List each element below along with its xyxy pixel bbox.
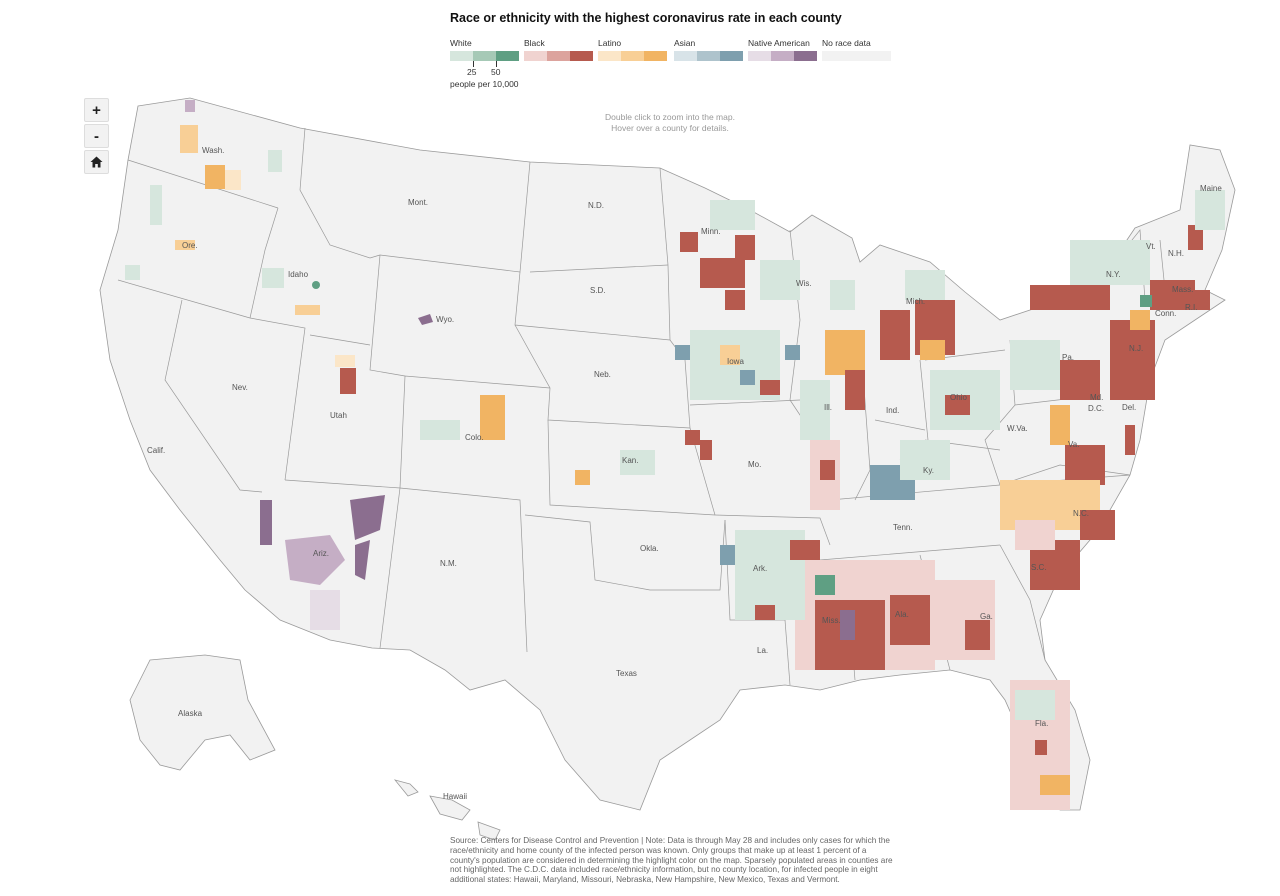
swatch xyxy=(720,51,743,61)
hawaii-shape xyxy=(393,779,501,841)
state-label: Wis. xyxy=(796,279,812,288)
state-label: Texas xyxy=(616,669,637,678)
swatch xyxy=(697,51,720,61)
state-label: N.H. xyxy=(1168,249,1184,258)
county-highlights xyxy=(125,100,1225,810)
state-label: N.D. xyxy=(588,201,604,210)
legend-label: Native American xyxy=(748,38,810,48)
state-label: Del. xyxy=(1122,403,1136,412)
swatch xyxy=(794,51,817,61)
state-label: Ohio xyxy=(950,393,967,402)
state-label: Minn. xyxy=(701,227,721,236)
swatch xyxy=(598,51,621,61)
swatch xyxy=(570,51,593,61)
state-label: La. xyxy=(757,646,768,655)
state-label: Vt. xyxy=(1146,242,1156,251)
state-label: Ark. xyxy=(753,564,767,573)
state-label: Fla. xyxy=(1035,719,1048,728)
swatch xyxy=(621,51,644,61)
state-label: Ill. xyxy=(824,403,832,412)
state-label: Hawaii xyxy=(443,792,467,801)
state-label: Calif. xyxy=(147,446,165,455)
home-icon xyxy=(90,156,103,168)
state-label: Okla. xyxy=(640,544,659,553)
state-label: Utah xyxy=(330,411,347,420)
state-label: Nev. xyxy=(232,383,248,392)
swatch xyxy=(496,51,519,61)
state-label: Wyo. xyxy=(436,315,454,324)
state-label: Colo. xyxy=(465,433,484,442)
state-label: S.C. xyxy=(1031,563,1047,572)
home-button[interactable] xyxy=(84,150,109,174)
state-label: Wash. xyxy=(202,146,224,155)
state-label: Maine xyxy=(1200,184,1222,193)
state-label: Ind. xyxy=(886,406,899,415)
state-label: N.C. xyxy=(1073,509,1089,518)
state-label: Ala. xyxy=(895,610,909,619)
state-label: Alaska xyxy=(178,709,203,718)
state-label: Mass. xyxy=(1172,285,1193,294)
alaska-shape xyxy=(129,654,276,771)
state-label: Mich. xyxy=(906,297,925,306)
state-label: Mo. xyxy=(748,460,761,469)
state-label: Tenn. xyxy=(893,523,913,532)
state-label: N.M. xyxy=(440,559,457,568)
state-label: Ore. xyxy=(182,241,198,250)
state-label: W.Va. xyxy=(1007,424,1028,433)
state-borders xyxy=(117,127,1181,686)
swatch xyxy=(674,51,697,61)
swatch xyxy=(524,51,547,61)
legend-label: White xyxy=(450,38,472,48)
swatch xyxy=(771,51,794,61)
state-label: Va. xyxy=(1068,440,1079,449)
hint-line: Double click to zoom into the map. xyxy=(605,112,735,122)
tick-label: 50 xyxy=(491,67,501,77)
state-label: S.D. xyxy=(590,286,606,295)
zoom-out-button[interactable]: - xyxy=(84,124,109,148)
state-label: Conn. xyxy=(1155,309,1176,318)
state-label: Mont. xyxy=(408,198,428,207)
legend-label: Asian xyxy=(674,38,696,48)
swatch xyxy=(748,51,771,61)
state-label: Md. xyxy=(1090,393,1103,402)
legend-ticks: 25 50 xyxy=(450,61,520,81)
state-label: Neb. xyxy=(594,370,611,379)
legend-label: Black xyxy=(524,38,545,48)
source-note: Source: Centers for Disease Control and … xyxy=(450,836,893,885)
state-label: D.C. xyxy=(1088,404,1104,413)
state-label: Ariz. xyxy=(313,549,329,558)
swatch xyxy=(547,51,570,61)
state-label: Ky. xyxy=(923,466,934,475)
legend-label: Latino xyxy=(598,38,622,48)
state-label: Iowa xyxy=(727,357,744,366)
state-label: Ga. xyxy=(980,612,993,621)
swatch xyxy=(822,51,891,61)
swatch xyxy=(473,51,496,61)
zoom-in-button[interactable]: + xyxy=(84,98,109,122)
state-label: R.I. xyxy=(1185,303,1197,312)
legend-label: No race data xyxy=(822,38,871,48)
state-label: N.Y. xyxy=(1106,270,1121,279)
state-label: Kan. xyxy=(622,456,638,465)
hint-line: Hover over a county for details. xyxy=(611,123,729,133)
state-label: Miss. xyxy=(822,616,841,625)
swatch xyxy=(450,51,473,61)
tick-label: 25 xyxy=(467,67,477,77)
state-label: N.J. xyxy=(1129,344,1143,353)
legend-units: people per 10,000 xyxy=(450,79,519,89)
map-title: Race or ethnicity with the highest coron… xyxy=(450,11,842,25)
state-label: Idaho xyxy=(288,270,309,279)
state-labels: Wash. Ore. Calif. Nev. Idaho Mont. Wyo. … xyxy=(147,146,1222,801)
swatch xyxy=(644,51,667,61)
map-hint: Double click to zoom into the map. Hover… xyxy=(560,112,780,134)
state-label: Pa. xyxy=(1062,353,1074,362)
